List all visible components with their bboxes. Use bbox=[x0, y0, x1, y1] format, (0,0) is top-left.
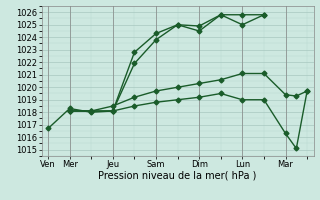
X-axis label: Pression niveau de la mer( hPa ): Pression niveau de la mer( hPa ) bbox=[99, 171, 257, 181]
